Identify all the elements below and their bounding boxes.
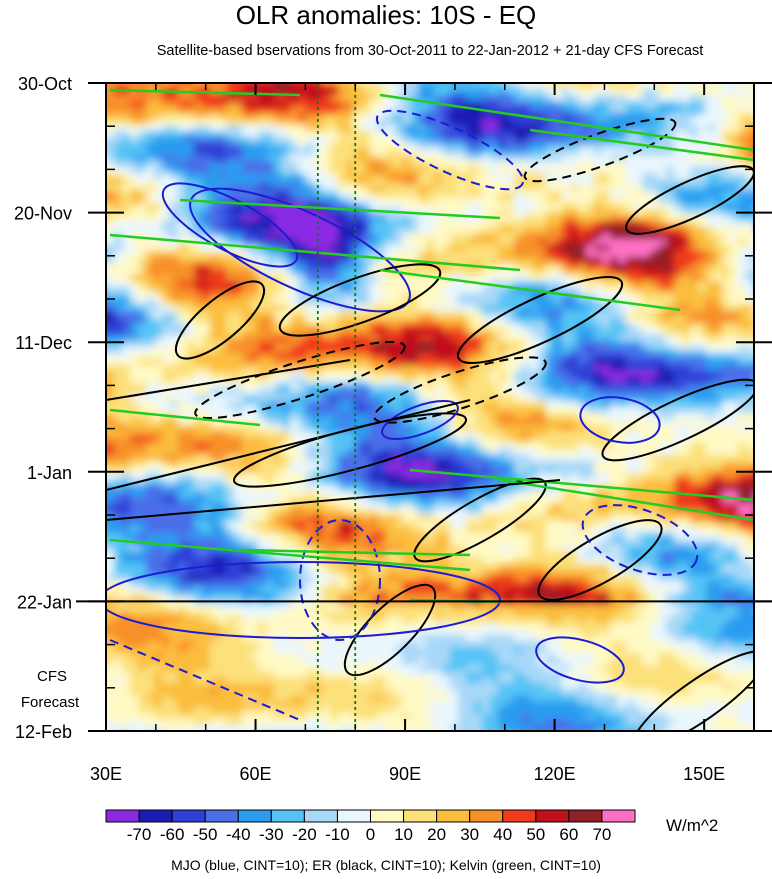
x-tick-label: 120E	[534, 764, 576, 784]
colorbar-label: -10	[325, 825, 350, 844]
y-tick-label: 1-Jan	[27, 463, 72, 483]
colorbar-swatch	[568, 809, 603, 823]
colorbar-label: 20	[427, 825, 446, 844]
er-contour	[523, 117, 677, 183]
er-contour	[106, 359, 351, 401]
er-contour	[343, 583, 437, 677]
colorbar-label: 50	[526, 825, 545, 844]
x-tick-label: 60E	[240, 764, 272, 784]
er-contour	[174, 280, 266, 360]
er-contour	[194, 340, 406, 420]
colorbar-label: 10	[394, 825, 413, 844]
x-tick-label: 30E	[90, 764, 122, 784]
forecast-label: Forecast	[21, 694, 80, 711]
colorbar-swatch	[469, 809, 504, 823]
kelvin-contour	[179, 198, 501, 220]
kelvin-contour	[379, 268, 681, 312]
olr-anomaly-field	[106, 83, 754, 731]
kelvin-contour	[499, 478, 754, 522]
er-contour	[373, 356, 547, 424]
colorbar-label: -30	[259, 825, 284, 844]
contour-legend-note: MJO (blue, CINT=10); ER (black, CINT=10)…	[171, 857, 601, 873]
colorbar-swatch	[138, 809, 173, 823]
er-contour	[601, 378, 754, 462]
plot-axes: 30-Oct 20-Nov 11-Dec 1-Jan 22-Jan 12-Feb 30E 60…	[14, 74, 772, 784]
colorbar-label: -60	[160, 825, 185, 844]
chart-title: OLR anomalies: 10S - EQ	[235, 0, 537, 30]
colorbar-label: 30	[460, 825, 479, 844]
colorbar-swatch	[370, 809, 405, 823]
mjo-contour	[381, 400, 459, 440]
colorbar-label: 60	[559, 825, 578, 844]
mjo-contour	[535, 636, 625, 684]
kelvin-contour	[109, 538, 471, 572]
er-contour	[632, 650, 754, 731]
er-contour	[106, 479, 561, 521]
mjo-contour	[375, 109, 525, 191]
colorbar-swatch	[403, 809, 438, 823]
mjo-contour	[579, 396, 661, 444]
colorbar-swatch	[171, 809, 206, 823]
colorbar-swatch	[105, 809, 140, 823]
plot-frame	[105, 82, 755, 732]
kelvin-contour	[379, 93, 754, 152]
mjo-contour	[109, 639, 301, 721]
er-contour	[278, 263, 442, 337]
forecast-label: CFS	[37, 668, 67, 685]
colorbar-label: 40	[493, 825, 512, 844]
mjo-contour	[581, 504, 699, 576]
colorbar-label: -50	[193, 825, 218, 844]
x-tick-label: 150E	[683, 764, 725, 784]
colorbar-label: -40	[226, 825, 251, 844]
chart-subtitle: Satellite-based bservations from 30-Oct-…	[156, 43, 704, 59]
y-tick-label: 12-Feb	[15, 722, 72, 742]
colorbar: -70 -60 -50 -40 -30 -20 -10 0 10 20 30 40 50 60 70	[105, 809, 636, 844]
er-contour	[106, 399, 471, 491]
kelvin-contour	[109, 233, 521, 272]
wave-contours	[106, 88, 754, 731]
colorbar-swatch	[237, 809, 272, 823]
y-tick-label: 20-Nov	[14, 204, 72, 224]
y-tick-label: 11-Dec	[15, 333, 72, 353]
field-cells	[106, 83, 754, 731]
colorbar-swatch	[535, 809, 570, 823]
kelvin-contour	[409, 468, 754, 502]
colorbar-swatch	[336, 809, 371, 823]
colorbar-swatch	[303, 809, 338, 823]
colorbar-swatch	[270, 809, 305, 823]
y-tick-label: 30-Oct	[18, 74, 72, 94]
x-tick-label: 90E	[389, 764, 421, 784]
mjo-contour	[106, 561, 501, 639]
colorbar-label: 70	[592, 825, 611, 844]
mjo-contour	[189, 187, 411, 313]
colorbar-label: -20	[292, 825, 317, 844]
kelvin-contour	[109, 88, 301, 97]
colorbar-swatch	[601, 809, 636, 823]
er-contour	[456, 276, 624, 364]
colorbar-swatch	[436, 809, 471, 823]
kelvin-contour	[529, 128, 754, 162]
y-tick-label: 22-Jan	[17, 592, 72, 612]
kelvin-contour	[109, 408, 261, 427]
colorbar-label: -70	[127, 825, 152, 844]
colorbar-swatch	[502, 809, 537, 823]
reference-lines	[76, 83, 772, 731]
colorbar-swatch	[204, 809, 239, 823]
colorbar-units: W/m^2	[666, 816, 719, 835]
mjo-contour	[299, 519, 381, 641]
colorbar-label: 0	[366, 825, 375, 844]
